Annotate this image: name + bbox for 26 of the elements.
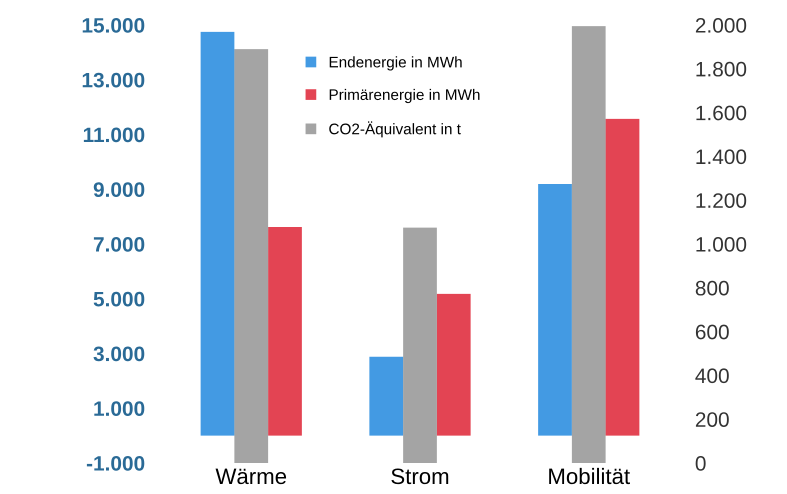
x-tick-label: Wärme — [216, 468, 286, 484]
x-tick-label: Strom — [391, 468, 448, 484]
y-tick-label: 11.000 — [84, 128, 144, 142]
y-tick-label: 9.000 — [94, 182, 144, 198]
y-tick-label: 13.000 — [82, 72, 144, 88]
y2-tick-label: 200 — [696, 412, 729, 427]
y-tick-label: 15.000 — [82, 18, 144, 33]
y2-tick-label: 1.600 — [696, 106, 746, 120]
y-tick-label: 1.000 — [94, 401, 144, 416]
legend-label: Primärenergie in MWh — [330, 88, 480, 104]
y2-tick-label: 800 — [696, 280, 729, 296]
y2-tick-label: 1.000 — [696, 237, 746, 252]
y2-tick-label: 600 — [696, 324, 729, 340]
legend-label: Endenergie in MWh — [330, 56, 462, 71]
y2-tick-label: 2.000 — [696, 18, 746, 33]
y2-tick-label: 1.800 — [696, 62, 746, 77]
y-tick-label: -1.000 — [86, 456, 144, 471]
y-tick-label: 3.000 — [93, 346, 144, 362]
y-tick-label: 5.000 — [94, 292, 144, 307]
y-tick-label: 7.000 — [94, 237, 144, 252]
x-tick-label: Mobilität — [549, 468, 630, 484]
legend-label: CO2-Äquivalent in t — [329, 121, 461, 138]
y2-tick-label: 1.200 — [696, 193, 746, 208]
y2-tick-label: 1.400 — [696, 149, 746, 164]
y2-tick-label: 0 — [696, 456, 706, 471]
y2-tick-label: 400 — [695, 368, 729, 384]
